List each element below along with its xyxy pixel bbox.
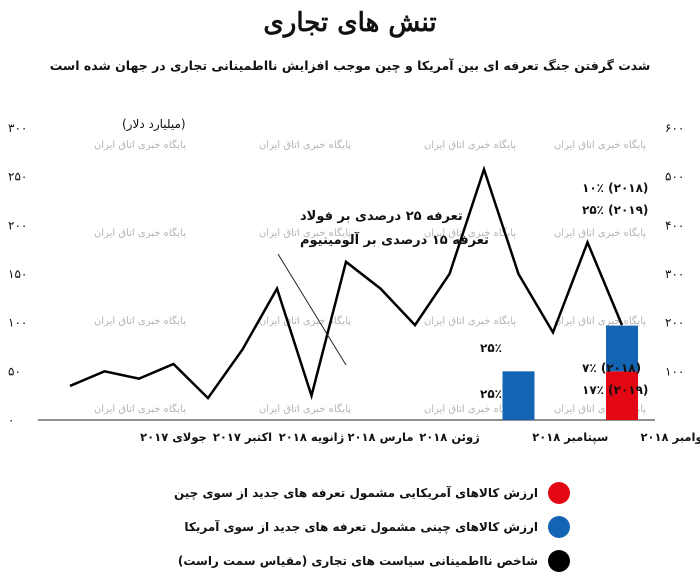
left-axis-tick-label: ۳۰۰ (8, 121, 27, 135)
watermark-text: پایگاه خبری اتاق ایران (259, 227, 351, 239)
left-axis-tick-label: ۰ (8, 413, 14, 427)
right-axis-tick-label: ۵۰۰ (665, 170, 684, 184)
watermark-text: پایگاه خبری اتاق ایران (94, 227, 186, 239)
watermark-text: پایگاه خبری اتاق ایران (424, 403, 516, 415)
x-axis-tick-label: ژوئن ۲۰۱۸ (419, 430, 480, 445)
chart-title: تنش های تجاری (263, 8, 437, 38)
annotation-june-red: ۲۵٪ (480, 387, 502, 401)
legend-item-red: ارزش کالاهای آمریکایی مشمول تعرفه های جد… (174, 482, 570, 504)
annotation-sep-blue-2019: ۲۵٪ (۲۰۱۹) (582, 203, 648, 217)
x-axis-tick-label: اکتبر ۲۰۱۷ (213, 430, 272, 444)
watermark-text: پایگاه خبری اتاق ایران (94, 403, 186, 415)
legend-line-marker (548, 550, 570, 572)
chart-area: پایگاه خبری اتاق ایران پایگاه خبری اتاق ا… (8, 117, 700, 445)
left-axis-tick-label: ۲۵۰ (8, 170, 27, 184)
legend-item-line: شاخص نااطمینانی سیاست های تجاری (مقیاس س… (178, 550, 570, 572)
x-axis-tick-label: جولای ۲۰۱۷ (140, 430, 207, 445)
legend-line-label: شاخص نااطمینانی سیاست های تجاری (مقیاس س… (177, 554, 538, 568)
left-axis-tick-label: ۲۰۰ (8, 218, 27, 232)
annotation-june-blue: ۲۵٪ (480, 341, 502, 355)
watermark-text: پایگاه خبری اتاق ایران (259, 315, 351, 327)
legend-item-blue: ارزش کالاهای چینی مشمول تعرفه های جدید ا… (184, 516, 570, 538)
left-axis-tick-label: ۱۰۰ (8, 316, 27, 330)
x-axis-tick-label: مارس ۲۰۱۸ (347, 430, 413, 444)
watermark-text: پایگاه خبری اتاق ایران (94, 315, 186, 327)
right-axis-tick-label: ۶۰۰ (665, 121, 684, 135)
watermark-text: پایگاه خبری اتاق ایران (424, 139, 516, 151)
annotation-sep-red-2019: ۱۷٪ (۲۰۱۹) (582, 383, 648, 397)
watermark-text: پایگاه خبری اتاق ایران (424, 315, 516, 327)
bar-red-segment (606, 371, 638, 420)
bar-blue-segment (606, 325, 638, 372)
annotation-steel: تعرفه ۲۵ درصدی بر فولاد (300, 209, 463, 224)
left-axis-tick-label: ۱۵۰ (8, 267, 27, 281)
left-axis-tick-label: ۵۰ (8, 364, 21, 378)
legend-red-marker (548, 482, 570, 504)
x-axis-tick-label: ژانویه ۲۰۱۸ (279, 430, 344, 445)
watermark-text: پایگاه خبری اتاق ایران (259, 403, 351, 415)
watermark-text: پایگاه خبری اتاق ایران (424, 227, 516, 239)
chart-subtitle: شدت گرفتن جنگ تعرفه ای بین آمریکا و چین … (49, 58, 651, 73)
x-axis-tick-label: نوامبر ۲۰۱۸ (640, 430, 700, 445)
legend-red-label: ارزش کالاهای آمریکایی مشمول تعرفه های جد… (173, 486, 538, 500)
bar-blue-segment (502, 371, 535, 420)
legend-blue-marker (548, 516, 570, 538)
watermark-text: پایگاه خبری اتاق ایران (554, 315, 646, 327)
watermark-text: پایگاه خبری اتاق ایران (259, 139, 351, 151)
right-axis-tick-label: ۲۰۰ (665, 316, 684, 330)
annotation-pointer (277, 253, 347, 366)
x-axis-tick-label: سپتامبر ۲۰۱۸ (532, 430, 608, 444)
watermark-text: پایگاه خبری اتاق ایران (554, 227, 646, 239)
right-axis-tick-label: ۴۰۰ (665, 218, 684, 232)
watermark-text: پایگاه خبری اتاق ایران (554, 139, 646, 151)
annotation-sep-red-2018: ۷٪ (۲۰۱۸) (582, 361, 641, 375)
annotation-aluminum: تعرفه ۱۵ درصدی بر آلومینیوم (300, 231, 489, 248)
right-axis-tick-label: ۳۰۰ (665, 267, 684, 281)
legend-blue-label: ارزش کالاهای چینی مشمول تعرفه های جدید ا… (184, 520, 538, 534)
watermark-text: پایگاه خبری اتاق ایران (94, 139, 186, 151)
uncertainty-index-line (69, 165, 624, 401)
annotation-sep-blue-2018: ۱۰٪ (۲۰۱۸) (582, 181, 648, 195)
left-axis-title: (میلیارد دلار) (122, 117, 186, 132)
right-axis-tick-label: ۱۰۰ (665, 364, 684, 378)
